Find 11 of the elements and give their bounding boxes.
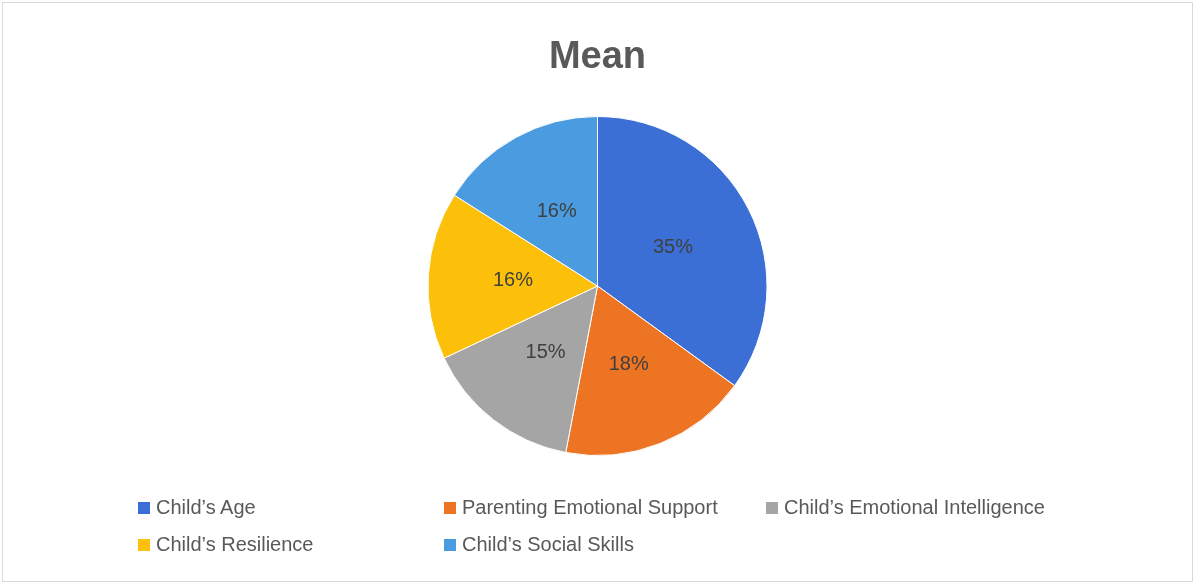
data-label: 16%	[492, 268, 534, 291]
data-label: 16%	[536, 199, 577, 222]
legend-label: Child’s Emotional Intelligence	[784, 496, 1045, 519]
legend-label: Parenting Emotional Support	[462, 496, 718, 519]
legend-label: Child’s Resilience	[156, 533, 314, 556]
chart-title: Mean	[547, 34, 648, 77]
legend-label: Child’s Social Skills	[462, 533, 634, 556]
data-label: 15%	[525, 340, 566, 363]
legend-label: Child’s Age	[156, 496, 256, 519]
data-label: 35%	[653, 235, 694, 258]
data-label: 18%	[608, 352, 649, 375]
